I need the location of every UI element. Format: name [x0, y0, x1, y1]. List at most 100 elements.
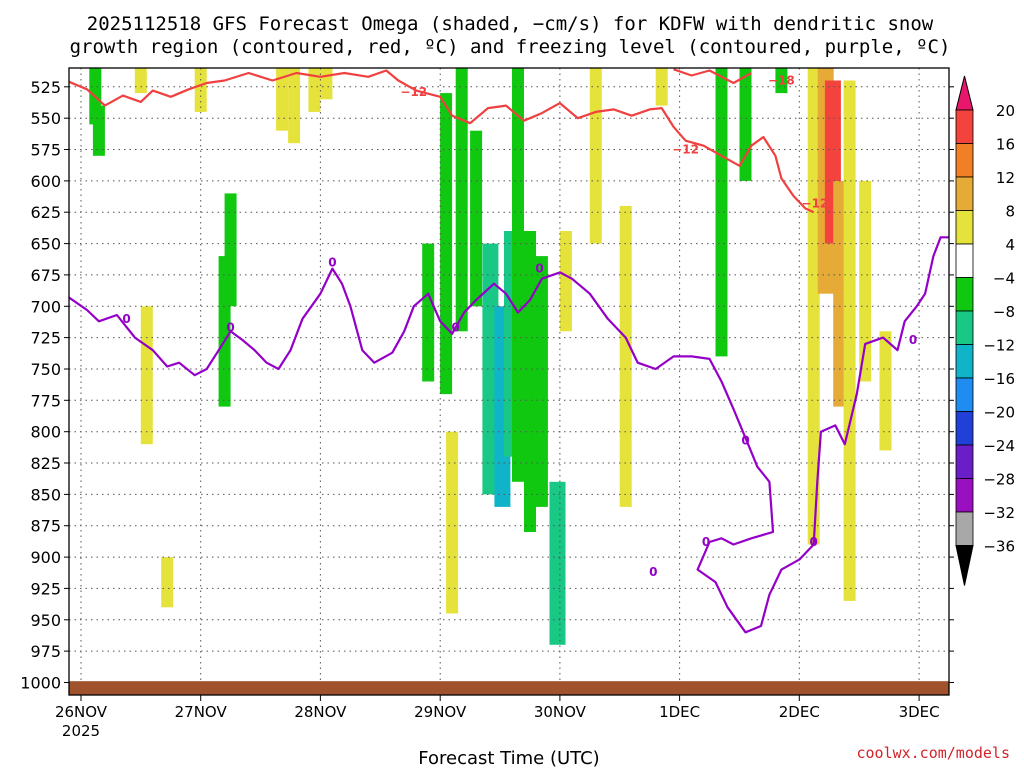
colorbar-label: −4 — [993, 270, 1015, 288]
contour-label: 0 — [328, 255, 336, 269]
omega-cell — [320, 68, 333, 100]
x-tick-label: 2DEC — [779, 703, 820, 721]
contour-label: 0 — [741, 433, 749, 447]
y-tick-label: 1000 — [20, 674, 61, 693]
colorbar-segment — [955, 243, 974, 278]
colorbar-label: −28 — [983, 471, 1015, 489]
y-tick-label: 575 — [30, 141, 61, 160]
x-tick-label: 26NOV — [55, 703, 108, 721]
y-tick-label: 900 — [30, 548, 61, 567]
x-tick-label: 3DEC — [899, 703, 940, 721]
omega-cell — [92, 105, 105, 156]
y-tick-label: 625 — [30, 203, 61, 222]
omega-cell — [161, 557, 174, 608]
credit-text: coolwx.com/models — [856, 744, 1010, 762]
contour-labels: 0 0 0 0 0 0 0 0 0 0 −12 −12 −12 −18 — [122, 74, 917, 580]
plot-frame — [68, 67, 950, 696]
x-axis-label: Forecast Time (UTC) — [418, 748, 599, 768]
colorbar-arrow-bottom — [955, 545, 974, 586]
x-tick-label: 27NOV — [175, 703, 228, 721]
y-tick-label: 650 — [30, 235, 61, 254]
contour-label: −12 — [400, 85, 427, 99]
omega-cell — [224, 193, 237, 307]
omega-cell — [455, 68, 468, 332]
contour-label: 0 — [909, 333, 917, 347]
contour-label: −12 — [802, 196, 829, 210]
colorbar-label: 4 — [1005, 236, 1015, 254]
colorbar-segment — [955, 344, 974, 379]
colorbar-label: −24 — [983, 437, 1015, 455]
colorbar-label: −32 — [983, 504, 1015, 522]
omega-cell — [549, 481, 566, 645]
colorbar-segment — [955, 411, 974, 446]
colorbar-segment — [955, 511, 974, 546]
colorbar-segment — [955, 478, 974, 513]
omega-cell — [440, 93, 453, 395]
colorbar-label: −16 — [983, 370, 1015, 388]
colorbar-label: 8 — [1005, 203, 1015, 221]
y-tick-label: 775 — [30, 391, 61, 410]
y-tick-label: 975 — [30, 642, 61, 661]
y-tick-label: 950 — [30, 611, 61, 630]
y-tick-label: 675 — [30, 266, 61, 285]
omega-cell — [655, 68, 668, 106]
terrain-fill — [69, 681, 949, 695]
contour-label: 0 — [535, 262, 543, 276]
omega-cell — [470, 130, 483, 307]
omega-cell — [446, 431, 459, 614]
colorbar-segment — [955, 210, 974, 245]
colorbar-segment — [955, 176, 974, 211]
omega-cell — [535, 256, 548, 507]
colorbar-label: 12 — [996, 169, 1015, 187]
omega-cell — [524, 231, 536, 532]
colorbar-label: 16 — [996, 136, 1015, 154]
chart-title-line-1: 2025112518 GFS Forecast Omega (shaded, −… — [87, 13, 934, 35]
omega-cell — [512, 68, 524, 482]
x-tick-year: 2025 — [62, 722, 100, 740]
y-tick-label: 600 — [30, 172, 61, 191]
omega-cell — [276, 68, 289, 131]
colorbar-label: −12 — [983, 337, 1015, 355]
x-tick-label: 30NOV — [534, 703, 587, 721]
omega-cell — [288, 68, 301, 144]
omega-cell — [879, 331, 892, 451]
contour-lines — [69, 68, 949, 634]
contour-label: −18 — [768, 74, 795, 88]
contour-line — [673, 68, 752, 85]
chart-title-line-2: growth region (contoured, red, ºC) and f… — [70, 36, 951, 58]
omega-cell — [859, 180, 872, 382]
y-tick-label: 550 — [30, 109, 61, 128]
omega-cell — [194, 68, 207, 112]
x-tick-label: 28NOV — [294, 703, 347, 721]
x-tick-label: 1DEC — [659, 703, 700, 721]
contour-line — [69, 69, 815, 214]
colorbar-segment — [955, 109, 974, 144]
contour-label: −12 — [672, 143, 699, 157]
y-tick-label: 875 — [30, 517, 61, 536]
colorbar-segment — [955, 143, 974, 178]
y-tick-label: 725 — [30, 329, 61, 348]
omega-cell — [589, 68, 602, 244]
omega-shading — [89, 68, 892, 645]
y-tick-label: 850 — [30, 485, 61, 504]
contour-line — [69, 236, 949, 634]
colorbar-segment — [955, 377, 974, 412]
colorbar-label: 20 — [996, 102, 1015, 120]
contour-label: 0 — [122, 312, 130, 326]
y-tick-label: 525 — [30, 78, 61, 97]
contour-label: 0 — [810, 535, 818, 549]
contour-label: 0 — [226, 321, 234, 335]
y-tick-label: 700 — [30, 297, 61, 316]
contour-label: 0 — [452, 321, 460, 335]
colorbar-label: −36 — [983, 538, 1015, 556]
terrain-band — [69, 681, 949, 695]
omega-cell — [619, 205, 632, 507]
colorbar-label: −8 — [993, 303, 1015, 321]
y-tick-label: 750 — [30, 360, 61, 379]
x-tick-label: 29NOV — [414, 703, 467, 721]
dotted-gridlines — [69, 68, 949, 695]
y-tick-label: 825 — [30, 454, 61, 473]
omega-cell — [843, 80, 856, 601]
